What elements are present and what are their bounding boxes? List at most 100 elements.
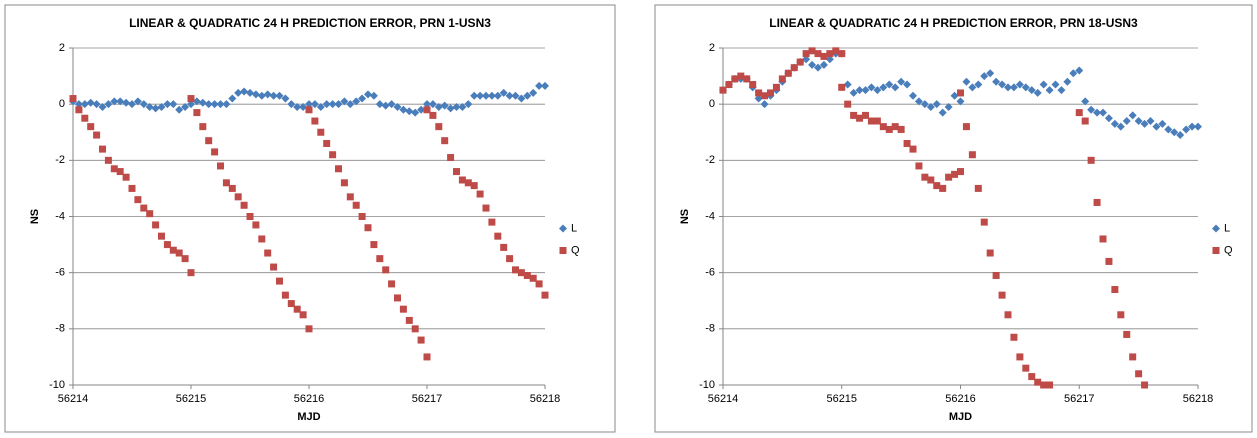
marker-square xyxy=(140,204,148,212)
marker-diamond xyxy=(1164,125,1173,134)
marker-square xyxy=(778,75,786,83)
marker-square xyxy=(808,47,816,55)
marker-diamond xyxy=(861,86,870,95)
marker-diamond xyxy=(228,94,237,103)
marker-square xyxy=(405,316,413,324)
x-axis-label: MJD xyxy=(297,411,320,423)
marker-square xyxy=(1123,330,1131,338)
legend-label: Q xyxy=(1224,244,1233,256)
marker-square xyxy=(772,83,780,91)
marker-diamond xyxy=(487,91,496,100)
marker-diamond xyxy=(80,100,89,109)
marker-diamond xyxy=(92,100,101,109)
marker-diamond xyxy=(1039,80,1048,89)
marker-square xyxy=(382,266,390,274)
chart-frame xyxy=(654,4,1253,433)
marker-square xyxy=(246,213,254,220)
marker-square xyxy=(512,266,519,274)
legend-label: L xyxy=(571,222,577,234)
marker-diamond xyxy=(903,80,912,89)
marker-square xyxy=(945,173,953,181)
marker-diamond xyxy=(299,102,308,111)
marker-square xyxy=(927,176,935,184)
marker-diamond xyxy=(210,100,219,109)
marker-square xyxy=(134,196,142,204)
marker-square xyxy=(1105,257,1113,265)
marker-diamond xyxy=(352,97,361,106)
marker-diamond xyxy=(819,60,828,69)
marker-square xyxy=(529,274,537,282)
marker-square xyxy=(1135,370,1143,378)
marker-diamond xyxy=(310,100,319,109)
marker-square xyxy=(163,241,171,249)
marker-diamond xyxy=(423,100,431,109)
marker-square xyxy=(234,193,242,201)
x-tick-label: 56216 xyxy=(945,393,976,405)
marker-square xyxy=(897,125,905,133)
marker-diamond xyxy=(287,100,296,109)
marker-square xyxy=(980,218,988,226)
marker-diamond xyxy=(251,90,260,99)
marker-square xyxy=(951,170,959,178)
marker-diamond xyxy=(1093,108,1102,117)
marker-diamond xyxy=(1128,111,1137,120)
x-tick-label: 56214 xyxy=(708,393,739,405)
marker-diamond xyxy=(269,91,278,100)
marker-square xyxy=(968,151,976,159)
marker-diamond xyxy=(198,98,207,107)
marker-diamond xyxy=(938,108,947,117)
marker-diamond xyxy=(1158,119,1167,128)
marker-diamond xyxy=(559,224,567,233)
marker-square xyxy=(470,182,478,190)
marker-square xyxy=(761,92,769,100)
marker-diamond xyxy=(128,100,136,109)
marker-square xyxy=(87,123,95,131)
marker-diamond xyxy=(1182,125,1191,134)
marker-diamond xyxy=(74,100,83,109)
marker-square xyxy=(187,269,195,277)
x-tick-label: 56218 xyxy=(1183,393,1214,405)
marker-diamond xyxy=(493,91,502,100)
marker-square xyxy=(957,89,964,97)
marker-square xyxy=(986,249,994,257)
marker-diamond xyxy=(950,91,959,100)
marker-square xyxy=(523,271,531,279)
marker-diamond xyxy=(814,63,822,72)
marker-square xyxy=(755,89,763,97)
marker-diamond xyxy=(986,69,995,78)
marker-square xyxy=(311,117,319,125)
y-tick-label: -8 xyxy=(705,323,715,335)
marker-diamond xyxy=(992,77,1001,86)
marker-square xyxy=(796,58,804,66)
marker-diamond xyxy=(440,101,449,110)
marker-diamond xyxy=(1176,131,1185,140)
marker-square xyxy=(879,123,887,131)
marker-square xyxy=(1111,286,1119,294)
marker-square xyxy=(217,162,224,170)
marker-square xyxy=(228,184,236,192)
marker-diamond xyxy=(505,91,514,100)
marker-square xyxy=(169,246,177,254)
x-tick-label: 56218 xyxy=(530,393,561,405)
marker-diamond xyxy=(802,55,811,64)
marker-square xyxy=(1212,247,1220,254)
marker-diamond xyxy=(452,102,461,111)
marker-square xyxy=(1040,381,1048,389)
marker-square xyxy=(541,291,549,299)
marker-diamond xyxy=(393,102,402,111)
marker-square xyxy=(417,336,425,344)
marker-square xyxy=(376,255,384,263)
marker-diamond xyxy=(133,97,142,106)
y-tick-label: -4 xyxy=(705,210,715,222)
marker-diamond xyxy=(417,105,426,114)
marker-square xyxy=(856,114,864,122)
marker-square xyxy=(99,145,106,153)
marker-diamond xyxy=(1099,108,1107,117)
marker-square xyxy=(790,64,798,72)
marker-square xyxy=(517,269,525,277)
marker-diamond xyxy=(192,97,201,106)
marker-diamond xyxy=(1194,122,1202,131)
marker-square xyxy=(458,176,466,184)
x-tick-label: 56214 xyxy=(58,393,89,405)
marker-diamond xyxy=(293,102,302,111)
